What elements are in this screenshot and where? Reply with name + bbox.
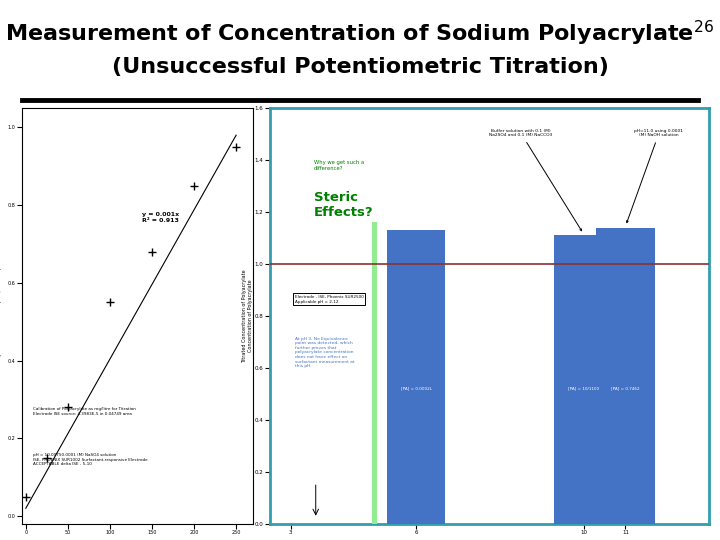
Point	[104, 298, 116, 307]
Text: y = 0.001x
R² = 0.913: y = 0.001x R² = 0.913	[142, 212, 179, 222]
Text: [PA] = 0.0002L: [PA] = 0.0002L	[401, 387, 432, 390]
Text: [PA] = 0.7462: [PA] = 0.7462	[611, 387, 640, 390]
Point	[146, 247, 158, 256]
Y-axis label: Titrated Concentration of Polyacrylate
Concentration of Polyacrylate: Titrated Concentration of Polyacrylate C…	[243, 269, 253, 363]
Point	[62, 403, 73, 411]
Point	[230, 143, 242, 151]
Bar	[554, 235, 613, 524]
Point	[41, 454, 53, 462]
Bar	[596, 227, 654, 524]
Text: Measurement of Concentration of Sodium Polyacrylate$^{26}$: Measurement of Concentration of Sodium P…	[6, 19, 714, 48]
Text: Why we get such a
difference?: Why we get such a difference?	[314, 160, 364, 171]
Text: Steric
Effects?: Steric Effects?	[314, 191, 373, 219]
Text: (Unsuccessful Potentiometric Titration): (Unsuccessful Potentiometric Titration)	[112, 57, 608, 77]
Point	[20, 492, 32, 501]
Text: At pH 3, No Equivalence
point was detected, which
further proves that
polyacryla: At pH 3, No Equivalence point was detect…	[294, 337, 354, 368]
Y-axis label: Slope - Concentration (mV/decade): Slope - Concentration (mV/decade)	[0, 267, 2, 365]
Text: pH=11.0 using 0.0001
(M) NaOH solution: pH=11.0 using 0.0001 (M) NaOH solution	[626, 129, 683, 222]
Text: Electrode - ISE, Phoenix SUR2500
Applicable pH = 2-12: Electrode - ISE, Phoenix SUR2500 Applica…	[294, 295, 364, 303]
Text: pH = 10.00750.0001 (M) NaSO4 solution
ISE, PHOENIX SUR1002 Surfactant-responsive: pH = 10.00750.0001 (M) NaSO4 solution IS…	[33, 453, 148, 467]
Point	[188, 181, 199, 190]
Bar	[372, 222, 377, 524]
Text: Buffer solution with 0.1 (M)
Na2SO4 and 0.1 (M) NaCCO3: Buffer solution with 0.1 (M) Na2SO4 and …	[489, 129, 582, 231]
Text: [PA] = 10/1100: [PA] = 10/1100	[568, 387, 599, 390]
Bar	[387, 230, 446, 524]
Text: Calibration of Polyacrylate as mg/litre for Titration
Electrode ISE source: 4.39: Calibration of Polyacrylate as mg/litre …	[33, 407, 136, 416]
